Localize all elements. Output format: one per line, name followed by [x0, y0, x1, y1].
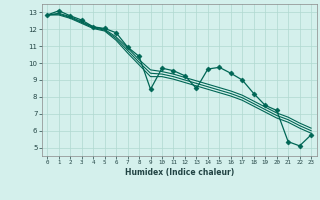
X-axis label: Humidex (Indice chaleur): Humidex (Indice chaleur): [124, 168, 234, 177]
